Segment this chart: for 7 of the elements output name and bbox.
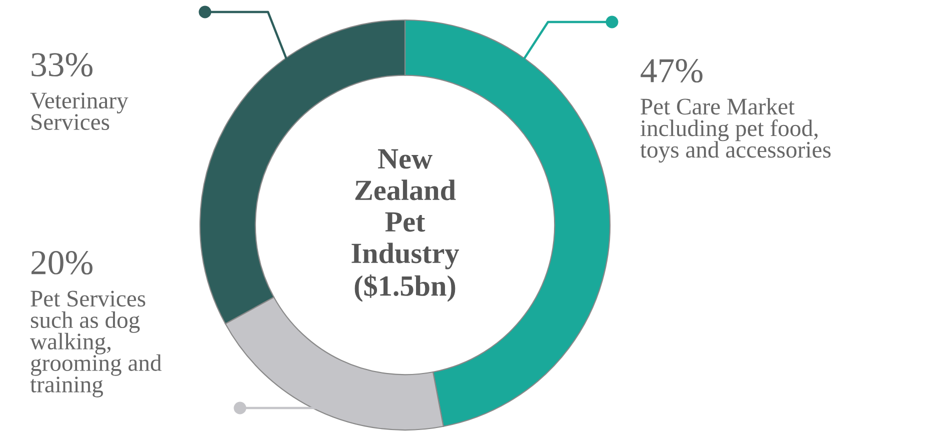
slice-label: Pet Services such as dog walking, grooming and training	[30, 290, 162, 398]
slice-label: Pet Care Market including pet food, toys and accessories	[640, 98, 831, 163]
data-label: 47%	[640, 59, 702, 83]
slice-label: Veterinary Services	[30, 92, 128, 130]
data-label: 20%	[32, 251, 92, 275]
data-label: 33%	[32, 53, 92, 77]
text: New Zealand Pet Industry ($1.5bn)	[352, 149, 460, 302]
